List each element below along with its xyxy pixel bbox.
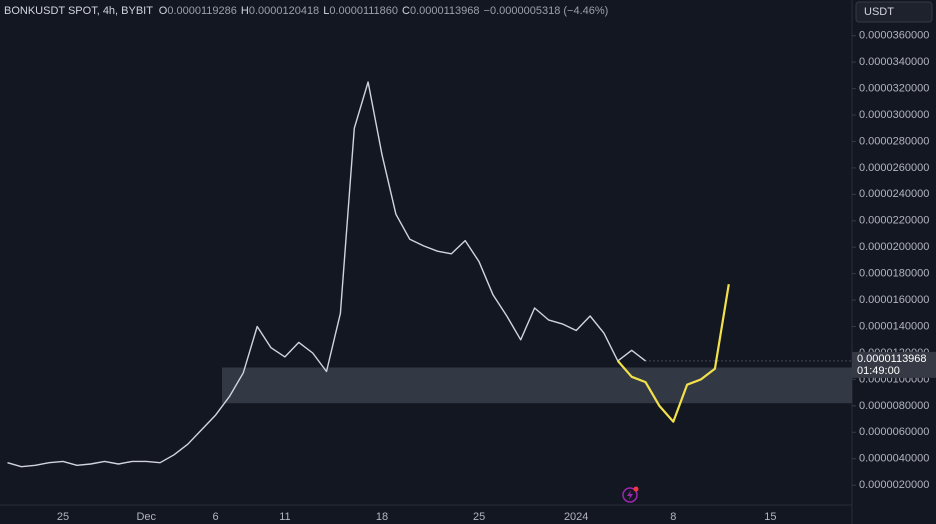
ohlc-value: 0.0000113968 — [410, 5, 480, 17]
ohlc-value: 0.0000111860 — [329, 5, 398, 17]
y-tick-label: 0.0000360000 — [859, 30, 929, 42]
ohlc-value: 0.0000119286 — [167, 5, 237, 17]
y-tick-label: 0.0000020000 — [859, 479, 929, 491]
x-tick-label: 2024 — [564, 511, 588, 523]
y-tick-label: 0.0000260000 — [859, 162, 929, 174]
price-line — [616, 284, 730, 423]
currency-button[interactable] — [855, 1, 933, 23]
y-tick-label: 0.0000080000 — [859, 400, 929, 412]
currency: USDT — [864, 6, 894, 18]
ohlc-change: −0.0000005318 (−4.46%) — [484, 5, 609, 17]
ohlc-value: 0.0000120418 — [249, 5, 319, 17]
y-tick-label: 0.0000300000 — [859, 109, 929, 121]
ohlc-key: C — [402, 5, 410, 17]
ohlc-key: L — [323, 5, 329, 17]
x-tick-label: 25 — [473, 511, 485, 523]
x-tick-label: Dec — [136, 511, 156, 523]
y-tick-label: 0.0000040000 — [859, 453, 929, 465]
support-zone — [222, 367, 852, 404]
y-tick-label: 0.0000200000 — [859, 241, 929, 253]
symbol: BONKUSDT SPOT, 4h, BYBIT O0.0000119286 H0.… — [4, 5, 608, 17]
y-tick-label: 0.0000060000 — [859, 426, 929, 438]
ohlc-key: H — [241, 5, 249, 17]
x-tick-label: 11 — [279, 511, 290, 523]
last-price-box — [852, 351, 936, 378]
x-tick-label: 15 — [764, 511, 776, 523]
y-tick-label: 0.0000160000 — [859, 294, 929, 306]
price-line — [7, 81, 646, 468]
last-price: 0.0000113968 — [857, 353, 927, 365]
y-tick-label: 0.0000220000 — [859, 215, 929, 227]
countdown: 01:49:00 — [857, 365, 900, 377]
x-tick-label: 8 — [670, 511, 676, 523]
x-tick-label: 25 — [57, 511, 69, 523]
status-icon[interactable] — [622, 486, 639, 503]
y-tick-label: 0.0000140000 — [859, 320, 929, 332]
y-tick-label: 0.0000320000 — [859, 82, 929, 94]
plot — [7, 81, 852, 468]
y-tick-label: 0.0000340000 — [859, 56, 929, 68]
x-tick-label: 6 — [213, 511, 219, 523]
y-tick-label: 0.0000180000 — [859, 268, 929, 280]
y-tick-label: 0.0000280000 — [859, 135, 929, 147]
x-tick-label: 18 — [376, 511, 388, 523]
ohlc-key: O — [159, 5, 168, 17]
symbol-text: BONKUSDT SPOT, 4h, BYBIT — [4, 5, 153, 17]
y-tick-label: 0.0000240000 — [859, 188, 929, 200]
